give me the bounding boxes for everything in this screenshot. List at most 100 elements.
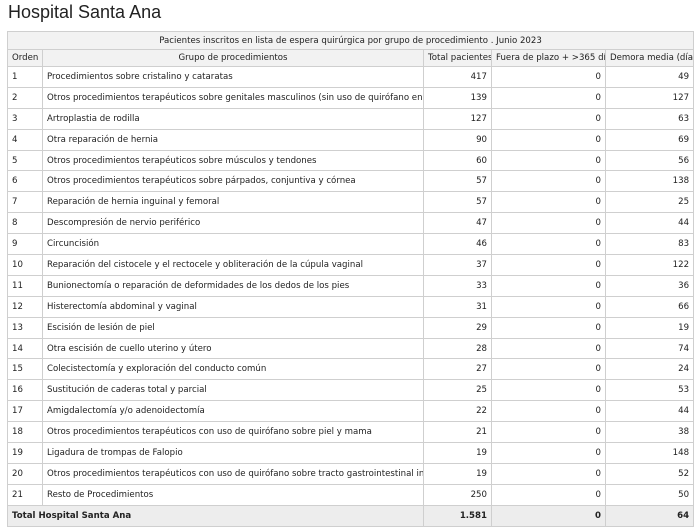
table-row: 6 Otros procedimientos terapéuticos sobre… (7, 170, 695, 193)
cell: 29 (423, 316, 492, 339)
column-header: Total pacientes (423, 49, 492, 67)
cell: Otros procedimientos terapéuticos con us… (42, 462, 424, 485)
cell: 12 (7, 295, 43, 318)
table-row: 20 Otros procedimientos terapéuticos con … (7, 462, 695, 485)
cell: 15 (7, 358, 43, 381)
cell: 49 (604, 66, 695, 88)
cell: 10 (7, 254, 43, 276)
table-row: 7 Reparación de hernia inguinal y femoral… (7, 191, 695, 214)
cell: 250 (423, 483, 492, 506)
cell: 4 (7, 128, 43, 151)
header-row: Orden Grupo de procedimientos Total pacien… (7, 49, 695, 67)
cell: 13 (7, 316, 43, 339)
table-row: 11 Bunionectomía o reparación de deformid… (7, 274, 695, 297)
cell: 0 (491, 149, 606, 172)
table-row: 1 Procedimientos sobre cristalino y catar… (7, 66, 695, 88)
table-row: 16 Sustitución de caderas total y parcial… (7, 379, 695, 402)
cell: 0 (491, 295, 606, 318)
cell: Amigdalectomía y/o adenoidectomía (42, 400, 424, 423)
page-title: Hospital Santa Ana (8, 2, 162, 22)
cell: 19 (604, 316, 695, 339)
cell: Escisión de lesión de piel (42, 316, 424, 339)
cell: 0 (491, 107, 606, 130)
cell: 1 (7, 66, 43, 88)
cell: Otros procedimientos terapéuticos con us… (42, 421, 424, 444)
cell: 25 (604, 191, 695, 214)
cell: Reparación de hernia inguinal y femoral (42, 191, 424, 214)
cell: Histerectomía abdominal y vaginal (42, 295, 424, 318)
cell: 21 (423, 421, 492, 444)
cell: 44 (604, 212, 695, 235)
cell: 17 (7, 400, 43, 423)
cell: 3 (7, 107, 43, 130)
cell: 7 (7, 191, 43, 214)
cell: 47 (423, 212, 492, 235)
cell: 0 (491, 400, 606, 423)
cell: Otra reparación de hernia (42, 128, 424, 151)
cell: 148 (604, 442, 695, 464)
cell: 50 (604, 483, 695, 506)
cell: 25 (423, 379, 492, 402)
cell: 57 (423, 191, 492, 214)
cell: 63 (604, 107, 695, 130)
cell: 0 (491, 170, 606, 193)
table-row: 15 Colecistectomía y exploración del cond… (7, 358, 695, 381)
cell: 0 (491, 379, 606, 402)
cell: 18 (7, 421, 43, 444)
cell: Otros procedimientos terapéuticos sobre … (42, 170, 424, 193)
table-caption: Pacientes inscritos en lista de espera q… (6, 31, 695, 50)
cell: Ligadura de trompas de Falopio (42, 442, 424, 464)
total-row: Total Hospital Santa Ana 1.581 0 64 (7, 504, 695, 527)
cell: 21 (7, 483, 43, 506)
cell: Artroplastia de rodilla (42, 107, 424, 130)
table-row: 9 Circuncisión 46 0 83 (7, 233, 695, 256)
column-header: Fuera de plazo + >365 días (491, 49, 606, 67)
cell: Colecistectomía y exploración del conduc… (42, 358, 424, 381)
cell: 0 (491, 358, 606, 381)
cell: Sustitución de caderas total y parcial (42, 379, 424, 402)
table-row: 3 Artroplastia de rodilla 127 0 63 (7, 107, 695, 130)
table-row: 21 Resto de Procedimientos 250 0 50 (7, 483, 695, 506)
cell: 9 (7, 233, 43, 256)
total-cell: 0 (491, 504, 606, 527)
cell: 52 (604, 462, 695, 485)
table-row: 5 Otros procedimientos terapéuticos sobre… (7, 149, 695, 172)
table-row: 18 Otros procedimientos terapéuticos con … (7, 421, 695, 444)
total-cell: 1.581 (423, 504, 492, 527)
table-body: 1 Procedimientos sobre cristalino y catar… (7, 66, 695, 506)
cell: 0 (491, 86, 606, 109)
table-row: 4 Otra reparación de hernia 90 0 69 (7, 128, 695, 151)
cell: 28 (423, 337, 492, 360)
table-row: 19 Ligadura de trompas de Falopio 19 0 148 (7, 442, 695, 464)
cell: 5 (7, 149, 43, 172)
cell: 138 (604, 170, 695, 193)
cell: 16 (7, 379, 43, 402)
cell: 27 (423, 358, 492, 381)
cell: 22 (423, 400, 492, 423)
cell: 19 (423, 442, 492, 464)
cell: 0 (491, 421, 606, 444)
table-row: 10 Reparación del cistocele y el rectocel… (7, 254, 695, 276)
cell: Reparación del cistocele y el rectocele … (42, 254, 424, 276)
table-row: 8 Descompresión de nervio periférico 47 0 44 (7, 212, 695, 235)
caption-row: Pacientes inscritos en lista de espera q… (6, 31, 695, 50)
cell: Procedimientos sobre cristalino y catara… (42, 66, 424, 88)
cell: 0 (491, 233, 606, 256)
cell: 44 (604, 400, 695, 423)
cell: 24 (604, 358, 695, 381)
cell: 122 (604, 254, 695, 276)
column-header: Orden (7, 49, 43, 67)
cell: Descompresión de nervio periférico (42, 212, 424, 235)
cell: 0 (491, 128, 606, 151)
cell: 0 (491, 337, 606, 360)
table-row: 13 Escisión de lesión de piel 29 0 19 (7, 316, 695, 339)
cell: 69 (604, 128, 695, 151)
cell: 8 (7, 212, 43, 235)
cell: 0 (491, 212, 606, 235)
cell: 83 (604, 233, 695, 256)
cell: Resto de Procedimientos (42, 483, 424, 506)
table-row: 2 Otros procedimientos terapéuticos sobre… (7, 86, 695, 109)
column-header: Grupo de procedimientos (42, 49, 424, 67)
cell: 127 (423, 107, 492, 130)
